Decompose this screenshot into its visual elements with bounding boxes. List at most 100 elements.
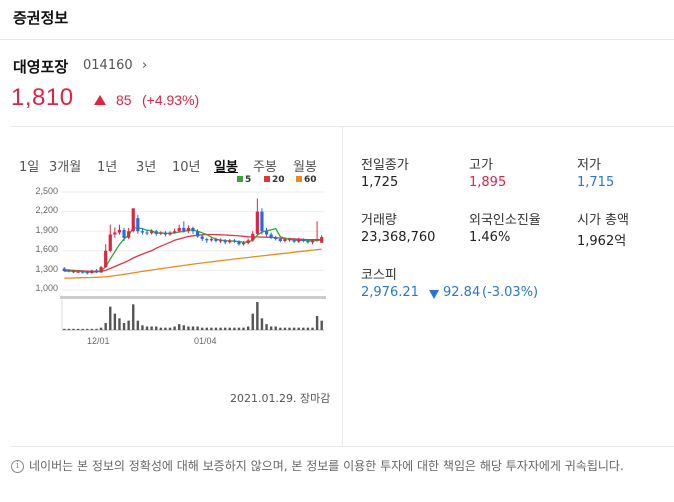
info-value: 1,895 xyxy=(469,175,507,190)
candle-body xyxy=(71,271,76,273)
volume-bar xyxy=(279,327,282,330)
info-value: 1,725 xyxy=(361,175,399,190)
chart-date-label: 2021.01.29. 장마감 xyxy=(230,392,331,405)
candle-body xyxy=(168,232,172,235)
candle-body xyxy=(186,227,191,232)
chart-separator xyxy=(60,296,326,299)
volume-bar xyxy=(205,327,208,330)
volume-bar xyxy=(242,327,245,330)
volume-bar xyxy=(164,327,167,330)
volume-bar xyxy=(67,328,71,330)
volume-bar xyxy=(150,326,153,330)
tab-1year[interactable]: 1년 xyxy=(97,160,118,175)
info-label: 거래량 xyxy=(361,213,397,228)
candle-body xyxy=(232,240,236,242)
volume-bar xyxy=(132,304,135,330)
kospi-label[interactable]: 코스피 xyxy=(361,268,397,283)
volume-bar xyxy=(265,324,268,330)
divider xyxy=(10,446,674,447)
volume-bar xyxy=(191,326,195,330)
volume-bar xyxy=(251,313,254,330)
candle-body xyxy=(173,231,177,233)
volume-bar xyxy=(288,327,291,330)
volume-bar xyxy=(210,327,213,330)
volume-bar xyxy=(233,327,236,330)
arrow-down-icon xyxy=(429,290,439,299)
y-tick-label: 1,900 xyxy=(35,225,58,235)
volume-bar xyxy=(122,323,126,330)
volume-bar xyxy=(274,326,277,330)
tab-3month[interactable]: 3개월 xyxy=(49,160,82,175)
info-value: 23,368,760 xyxy=(361,230,436,245)
candle-body xyxy=(177,227,181,232)
info-icon: i xyxy=(11,460,24,473)
info-label: 시가 총액 xyxy=(577,213,629,228)
candle-body xyxy=(205,239,209,241)
candle-body xyxy=(127,231,131,238)
kospi-change-percent: (-3.03%) xyxy=(482,285,539,300)
volume-bar xyxy=(311,327,314,330)
divider xyxy=(342,126,343,446)
volume-bar xyxy=(269,326,273,330)
volume-bar xyxy=(256,302,259,330)
volume-bar xyxy=(113,313,117,330)
volume-bar xyxy=(99,327,103,330)
current-price: 1,810 xyxy=(11,84,74,111)
candle-body xyxy=(104,250,108,268)
volume-bar xyxy=(320,320,323,330)
candle-body xyxy=(269,234,273,238)
stock-code[interactable]: 014160 xyxy=(83,58,133,73)
volume-bar xyxy=(260,318,264,330)
volume-bar xyxy=(182,325,186,330)
candle-body xyxy=(274,237,278,240)
info-value: 1,715 xyxy=(577,175,615,190)
volume-bar xyxy=(228,327,231,330)
page-title: 증권정보 xyxy=(13,9,69,27)
y-tick-label: 1,300 xyxy=(35,264,58,274)
candle-body xyxy=(94,270,99,273)
volume-bar xyxy=(306,327,310,330)
volume-bar xyxy=(315,316,319,330)
ma20-line xyxy=(64,233,322,273)
y-tick-label: 2,500 xyxy=(35,186,58,196)
tab-daily[interactable]: 일봉 xyxy=(214,160,238,175)
volume-bar xyxy=(145,326,149,330)
candle-body xyxy=(113,232,117,235)
tab-1day[interactable]: 1일 xyxy=(19,160,40,175)
volume-bar xyxy=(118,318,121,330)
x-tick-label: 01/04 xyxy=(194,336,217,346)
candle-body xyxy=(228,240,232,243)
candle-body xyxy=(191,227,195,232)
candle-body xyxy=(67,270,71,272)
tab-monthly[interactable]: 월봉 xyxy=(293,160,317,175)
candle-body xyxy=(241,242,246,245)
tab-10year[interactable]: 10년 xyxy=(172,160,201,175)
candle-body xyxy=(108,234,112,251)
volume-bar xyxy=(196,326,199,330)
disclaimer: 네이버는 본 정보의 정확성에 대해 보증하지 않으며, 본 정보를 이용한 투… xyxy=(29,459,624,473)
candle-body xyxy=(301,239,305,241)
candle-body xyxy=(223,240,227,243)
candle-body xyxy=(310,240,315,243)
volume-bar xyxy=(237,327,241,330)
info-label: 전일종가 xyxy=(361,158,409,173)
chevron-right-icon[interactable]: › xyxy=(142,58,148,73)
volume-bar xyxy=(95,328,98,330)
candle-body xyxy=(209,239,213,241)
info-value: 1,962억 xyxy=(577,234,627,249)
info-label: 고가 xyxy=(469,158,493,173)
volume-bar xyxy=(63,328,66,330)
ma5-line xyxy=(64,227,322,273)
candle-body xyxy=(85,272,89,274)
candle-body xyxy=(320,237,324,243)
candle-body xyxy=(246,240,250,243)
candle-body xyxy=(260,211,264,232)
x-tick-label: 12/01 xyxy=(87,336,110,346)
tab-weekly[interactable]: 주봉 xyxy=(253,160,277,175)
stock-name-link[interactable]: 대영포장 xyxy=(13,58,69,76)
tab-3year[interactable]: 3년 xyxy=(136,160,157,175)
price-change: 85 xyxy=(116,92,132,108)
candle-body xyxy=(218,240,223,242)
candle-body xyxy=(292,240,296,242)
